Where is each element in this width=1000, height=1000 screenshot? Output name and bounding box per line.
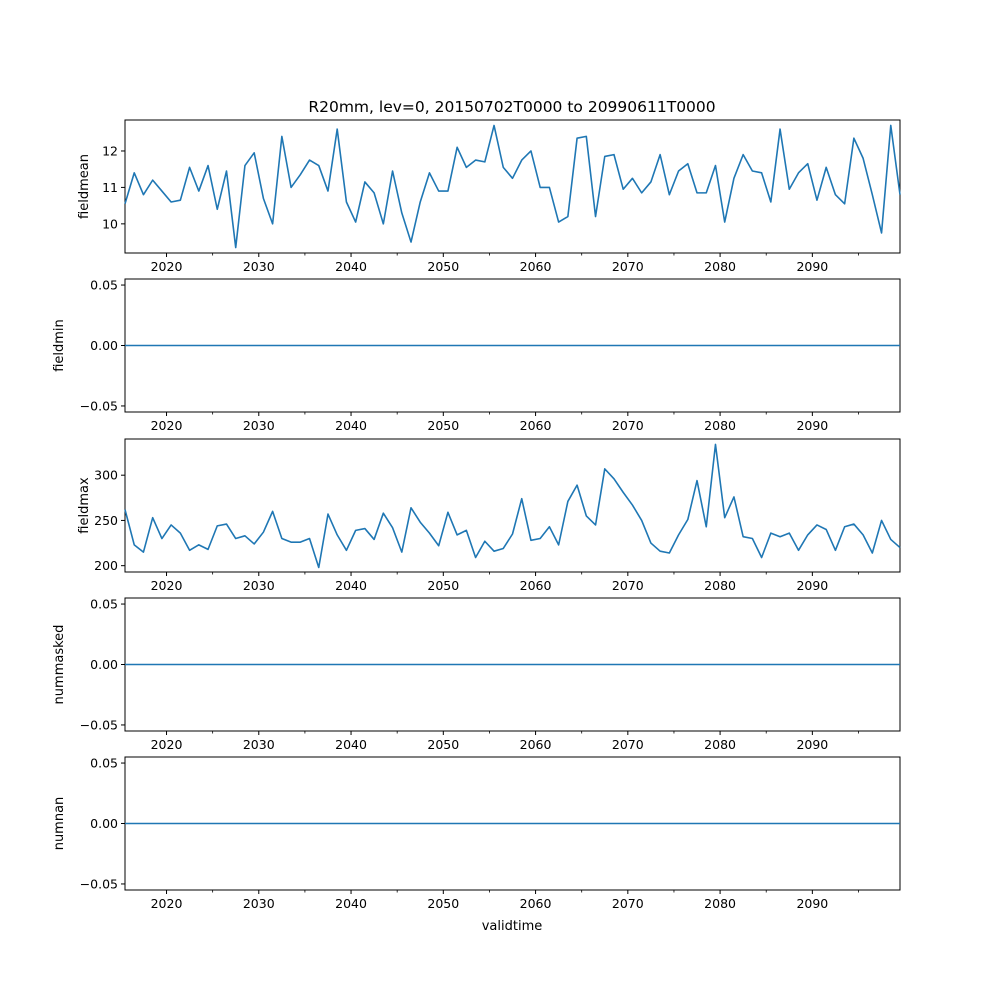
y-tick-label: −0.05 bbox=[80, 398, 118, 413]
x-tick-label: 2020 bbox=[151, 578, 183, 593]
x-tick-label: 2020 bbox=[151, 737, 183, 752]
y-tick-label: −0.05 bbox=[80, 876, 118, 891]
y-tick-label: 0.00 bbox=[90, 338, 118, 353]
axes-frame bbox=[124, 438, 901, 573]
x-tick-label: 2070 bbox=[612, 896, 644, 911]
x-tick-label: 2070 bbox=[612, 259, 644, 274]
y-axis-label: fieldmin bbox=[52, 319, 67, 372]
x-tick-label: 2040 bbox=[335, 418, 367, 433]
y-tick-label: 0.05 bbox=[90, 756, 118, 771]
x-tick-label: 2060 bbox=[520, 578, 552, 593]
x-tick-label: 2050 bbox=[427, 737, 459, 752]
axes-frame bbox=[124, 119, 901, 254]
series-line-fieldmax bbox=[124, 443, 901, 569]
x-tick-label: 2020 bbox=[151, 259, 183, 274]
y-axis-label: nummasked bbox=[52, 625, 67, 705]
subplot-fieldmean: 2020 2030 2040 2050 2060 2070 2080 2090 10 11 12 fi… bbox=[77, 119, 901, 274]
x-tick-label: 2060 bbox=[520, 896, 552, 911]
y-tick-label: 0.05 bbox=[90, 278, 118, 293]
x-tick-label: 2050 bbox=[427, 259, 459, 274]
x-tick-label: 2090 bbox=[796, 418, 828, 433]
x-tick-label: 2020 bbox=[151, 418, 183, 433]
x-tick-label: 2060 bbox=[520, 259, 552, 274]
y-tick-label: 11 bbox=[102, 180, 118, 195]
y-tick-label: 12 bbox=[102, 143, 118, 158]
y-axis-label: fieldmean bbox=[77, 154, 92, 219]
x-tick-label: 2050 bbox=[427, 896, 459, 911]
x-tick-label: 2080 bbox=[704, 737, 736, 752]
x-tick-label: 2040 bbox=[335, 259, 367, 274]
x-tick-label: 2090 bbox=[796, 578, 828, 593]
series-line-fieldmean bbox=[124, 124, 901, 249]
y-tick-label: 0.05 bbox=[90, 597, 118, 612]
y-tick-label: 10 bbox=[102, 216, 118, 231]
subplots: 2020 2030 2040 2050 2060 2070 2080 2090 10 11 12 fi… bbox=[52, 119, 901, 911]
subplot-fieldmin: 2020 2030 2040 2050 2060 2070 2080 2090 −0.05 0.0… bbox=[52, 278, 901, 433]
x-tick-label: 2030 bbox=[243, 578, 275, 593]
x-tick-label: 2080 bbox=[704, 896, 736, 911]
x-tick-label: 2030 bbox=[243, 737, 275, 752]
x-tick-label: 2030 bbox=[243, 418, 275, 433]
x-tick-label: 2020 bbox=[151, 896, 183, 911]
x-tick-label: 2080 bbox=[704, 418, 736, 433]
subplot-numnan: 2020 2030 2040 2050 2060 2070 2080 2090 −0.05 0.0… bbox=[52, 756, 901, 911]
x-tick-label: 2070 bbox=[612, 418, 644, 433]
x-tick-label: 2070 bbox=[612, 737, 644, 752]
y-tick-label: 300 bbox=[94, 468, 118, 483]
x-tick-label: 2060 bbox=[520, 418, 552, 433]
subplot-nummasked: 2020 2030 2040 2050 2060 2070 2080 2090 −0.05 0.0… bbox=[52, 597, 901, 752]
y-tick-label: 250 bbox=[94, 513, 118, 528]
y-tick-label: −0.05 bbox=[80, 717, 118, 732]
x-axis-label: validtime bbox=[482, 919, 543, 934]
y-axis-label: numnan bbox=[52, 797, 67, 851]
x-tick-label: 2050 bbox=[427, 578, 459, 593]
subplot-fieldmax: 2020 2030 2040 2050 2060 2070 2080 2090 200 250 30… bbox=[77, 438, 901, 593]
y-tick-label: 0.00 bbox=[90, 816, 118, 831]
figure-title: R20mm, lev=0, 20150702T0000 to 20990611T… bbox=[308, 98, 715, 116]
x-tick-label: 2060 bbox=[520, 737, 552, 752]
y-tick-label: 0.00 bbox=[90, 657, 118, 672]
x-tick-label: 2040 bbox=[335, 578, 367, 593]
x-tick-label: 2070 bbox=[612, 578, 644, 593]
x-tick-label: 2090 bbox=[796, 896, 828, 911]
y-tick-label: 200 bbox=[94, 558, 118, 573]
x-tick-label: 2050 bbox=[427, 418, 459, 433]
y-axis-label: fieldmax bbox=[77, 477, 92, 534]
x-tick-label: 2080 bbox=[704, 578, 736, 593]
x-tick-label: 2030 bbox=[243, 896, 275, 911]
x-tick-label: 2090 bbox=[796, 259, 828, 274]
x-tick-label: 2090 bbox=[796, 737, 828, 752]
x-tick-label: 2080 bbox=[704, 259, 736, 274]
x-tick-label: 2030 bbox=[243, 259, 275, 274]
x-tick-label: 2040 bbox=[335, 896, 367, 911]
x-tick-label: 2040 bbox=[335, 737, 367, 752]
